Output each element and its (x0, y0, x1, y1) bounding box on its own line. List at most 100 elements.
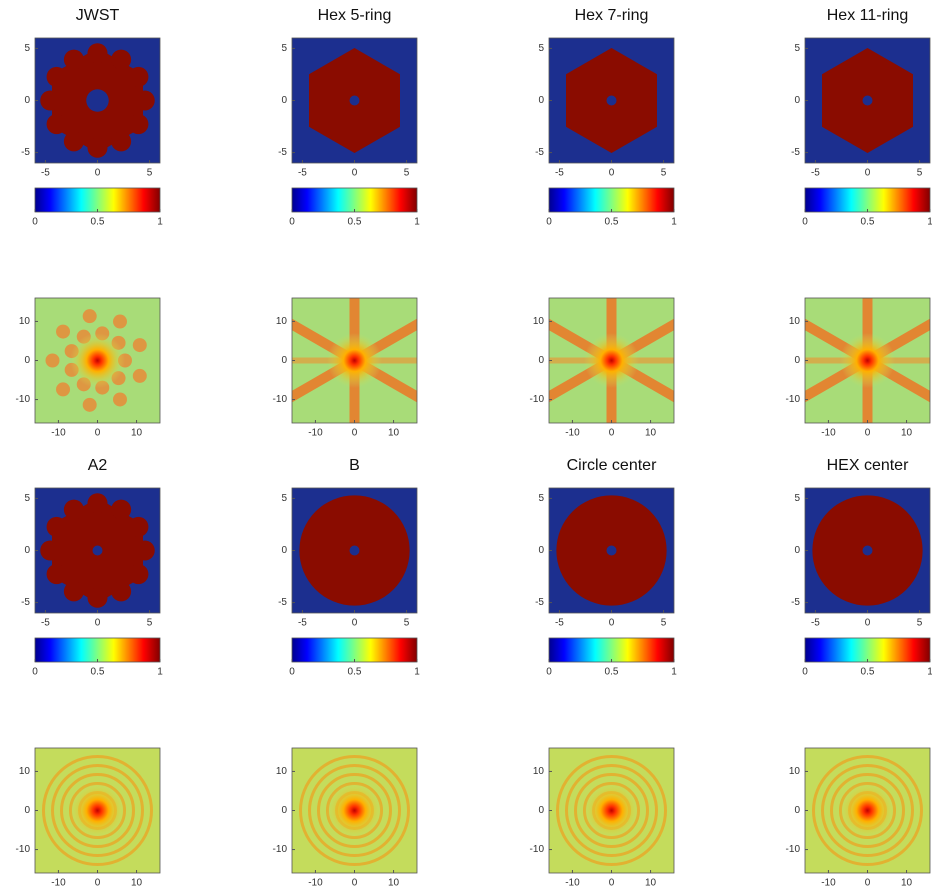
psf-image (805, 748, 930, 873)
y-tick-label: -10 (786, 844, 801, 855)
x-tick-label: -5 (298, 168, 307, 179)
colorbar-tick-label: 0 (289, 667, 295, 678)
colorbar (34, 187, 161, 213)
y-tick-label: 10 (276, 766, 288, 777)
x-tick-label: 10 (645, 428, 657, 439)
x-tick-label: 0 (95, 878, 101, 889)
x-tick-label: 0 (609, 168, 615, 179)
y-tick-label: -10 (16, 394, 31, 405)
x-tick-label: -5 (811, 618, 820, 629)
pupil-obscuration (86, 89, 109, 112)
y-tick-label: 0 (24, 95, 30, 106)
psf-speckle (132, 368, 147, 383)
y-tick-label: -5 (791, 147, 800, 158)
x-tick-label: -10 (565, 428, 580, 439)
y-tick-label: 0 (538, 355, 544, 366)
colorbar (804, 187, 931, 213)
pupil-segment (87, 587, 108, 608)
pupil-segment (63, 499, 84, 520)
psf-core (327, 333, 382, 388)
pupil-segment (134, 540, 155, 561)
pupil-segment (46, 66, 67, 87)
psf-ring (42, 755, 153, 866)
x-tick-label: -5 (555, 618, 564, 629)
colorbar-tick-label: 0 (802, 217, 808, 228)
pupil-obscuration (349, 95, 360, 106)
psf-ring (812, 755, 923, 866)
panel-title: HEX center (827, 457, 909, 474)
psf-image (292, 748, 417, 873)
y-tick-label: 0 (281, 355, 287, 366)
colorbar (291, 637, 418, 663)
y-tick-label: 5 (794, 493, 800, 504)
pupil-segment (63, 581, 84, 602)
y-tick-label: 5 (24, 493, 30, 504)
psf-image (805, 298, 930, 423)
psf-speckle (56, 324, 71, 339)
y-tick-label: 5 (281, 493, 287, 504)
pupil-segment (128, 516, 149, 537)
colorbar (291, 187, 418, 213)
colorbar-tick-label: 1 (414, 217, 420, 228)
pupil-segment (111, 499, 132, 520)
pupil-segment (46, 114, 67, 135)
x-tick-label: -10 (565, 878, 580, 889)
psf-speckle (113, 314, 127, 329)
colorbar-tick-label: 0 (546, 217, 552, 228)
x-tick-label: -10 (821, 878, 836, 889)
colorbar (804, 637, 931, 663)
pupil-obscuration (862, 95, 873, 106)
x-tick-label: 0 (95, 618, 101, 629)
colorbar-tick-label: 0 (289, 217, 295, 228)
colorbar-tick-label: 0 (32, 667, 38, 678)
y-tick-label: -5 (278, 147, 287, 158)
x-tick-label: -10 (308, 428, 323, 439)
x-tick-label: 5 (404, 168, 410, 179)
panel-title: B (349, 457, 360, 474)
psf-ring (60, 773, 135, 848)
x-tick-label: 0 (865, 168, 871, 179)
y-tick-label: 0 (281, 545, 287, 556)
y-tick-label: 0 (281, 95, 287, 106)
psf-speckle (56, 382, 71, 397)
y-tick-label: 0 (538, 95, 544, 106)
panel-title: Hex 11-ring (827, 7, 909, 24)
y-tick-label: 10 (19, 766, 31, 777)
colorbar-tick-label: 0.5 (91, 667, 105, 678)
pupil-segment (134, 90, 155, 111)
y-tick-label: -5 (535, 147, 544, 158)
colorbar-tick-label: 0.5 (348, 667, 362, 678)
colorbar-tick-label: 0.5 (861, 217, 875, 228)
pupil-segment (87, 493, 108, 514)
y-tick-label: 0 (794, 95, 800, 106)
psf-core (840, 333, 895, 388)
colorbar-tick-label: 0.5 (348, 217, 362, 228)
colorbar (548, 637, 675, 663)
pupil-segment (111, 131, 132, 152)
colorbar-tick-label: 1 (157, 217, 163, 228)
x-tick-label: -5 (41, 618, 50, 629)
y-tick-label: 0 (281, 805, 287, 816)
y-tick-label: 5 (794, 43, 800, 54)
y-tick-label: 10 (789, 316, 801, 327)
x-tick-label: 0 (609, 428, 615, 439)
pupil-segment (46, 516, 67, 537)
colorbar-tick-label: 0 (802, 667, 808, 678)
pupil-segment (87, 43, 108, 64)
x-tick-label: 10 (901, 428, 913, 439)
psf-ring (565, 764, 658, 857)
y-tick-label: 10 (533, 766, 545, 777)
y-tick-label: 0 (794, 545, 800, 556)
colorbar-tick-label: 1 (157, 667, 163, 678)
x-tick-label: 0 (352, 168, 358, 179)
x-tick-label: -10 (51, 878, 66, 889)
x-tick-label: -5 (555, 168, 564, 179)
y-tick-label: 5 (24, 43, 30, 54)
x-tick-label: 10 (131, 428, 143, 439)
x-tick-label: 10 (131, 878, 143, 889)
x-tick-label: -10 (821, 428, 836, 439)
colorbar-tick-label: 1 (414, 667, 420, 678)
pupil-segment (111, 49, 132, 70)
colorbar (34, 637, 161, 663)
